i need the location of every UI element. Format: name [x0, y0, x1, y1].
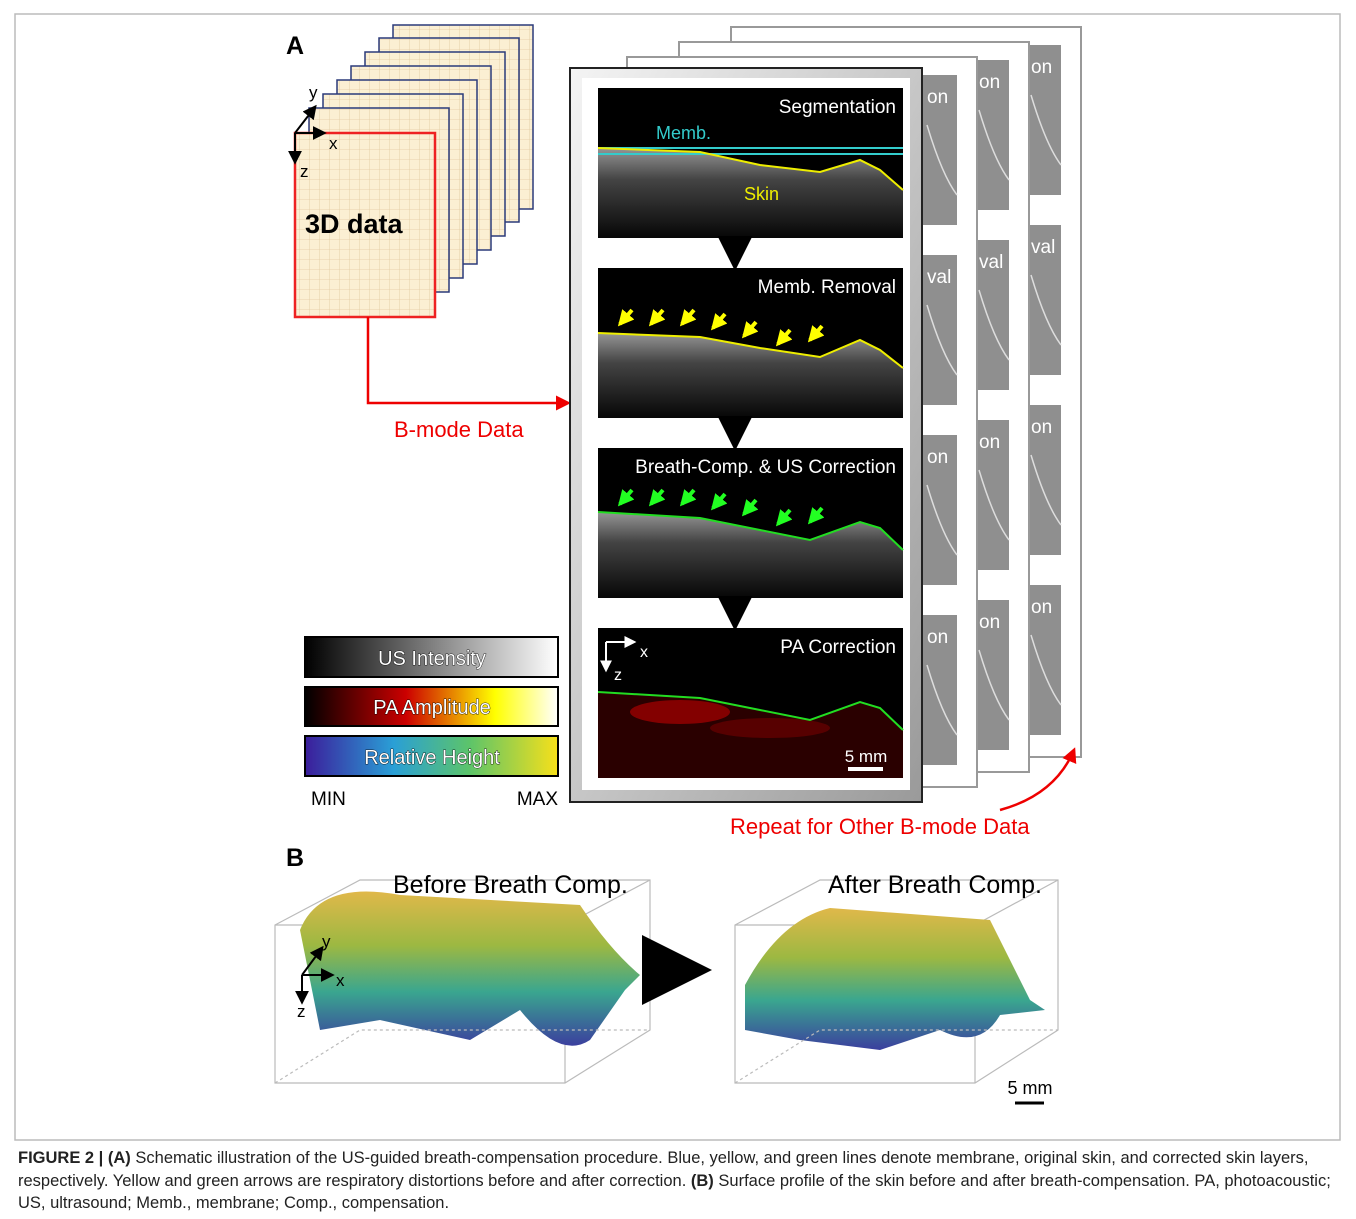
colorbar-label: PA Amplitude: [373, 697, 490, 719]
colorbar: [304, 686, 559, 727]
us-image: [597, 448, 904, 598]
bmode-arrow: [366, 317, 571, 411]
panel-label: B: [286, 844, 304, 872]
axis-label: y: [322, 932, 331, 951]
bmode-label: B-mode Data: [394, 417, 524, 442]
sheet-fragment: val: [1031, 237, 1055, 258]
caption-part: (A): [107, 1149, 131, 1167]
us-image: [597, 88, 904, 238]
sheet-curve: [978, 469, 1010, 541]
axis-label: x: [640, 644, 648, 661]
sheet-curve: [978, 649, 1010, 721]
surface-plot: [274, 879, 651, 1084]
caption-label: FIGURE 2 |: [18, 1149, 104, 1167]
surface-axes: [295, 945, 335, 1005]
step-title: Memb. Removal: [758, 277, 896, 298]
caption-part: (B): [690, 1171, 714, 1190]
axis-label: z: [297, 1002, 306, 1021]
sheet-curve: [926, 664, 958, 736]
sheet-fragment: on: [927, 627, 948, 648]
sheet-curve: [1030, 274, 1062, 346]
plot-title: Before Breath Comp.: [393, 871, 628, 899]
sheet-fragment: on: [979, 432, 1000, 453]
sheet-fragment: on: [1031, 597, 1052, 618]
colorbar-label: Relative Height: [364, 747, 500, 769]
caption-text: Surface profile of the skin before and a…: [18, 1171, 1331, 1213]
repeat-label: Repeat for Other B-mode Data: [730, 814, 1030, 839]
sheet-curve: [978, 289, 1010, 361]
sheet-curve: [1030, 454, 1062, 526]
step-title: Segmentation: [779, 97, 896, 118]
sheet-curve: [1030, 634, 1062, 706]
colorbar-max: MAX: [517, 789, 559, 810]
axis-label: y: [309, 83, 318, 102]
sheet-fragment: on: [1031, 417, 1052, 438]
step-title: PA Correction: [780, 637, 896, 658]
volume-axes: [288, 104, 327, 165]
colorbar-label: US Intensity: [378, 648, 486, 670]
colorbar: [304, 636, 559, 678]
repeat-arrow: [999, 747, 1077, 812]
sheet-fragment: on: [979, 612, 1000, 633]
pa-image: [597, 628, 904, 778]
scale-bar-label: 5 mm: [1008, 1078, 1053, 1098]
sheet-curve: [926, 304, 958, 376]
sheet-fragment: on: [927, 87, 948, 108]
sheet-fragment: on: [1031, 57, 1052, 78]
volume-stack: [293, 24, 534, 319]
sheet-fragment: val: [979, 252, 1003, 273]
axis-label: x: [336, 971, 345, 990]
us-image: [597, 268, 904, 418]
caption: FIGURE 2 | (A) Schematic illustration of…: [18, 1147, 1333, 1215]
step-title: Breath-Comp. & US Correction: [635, 457, 896, 478]
axis-label: z: [614, 667, 622, 684]
sheet-curve: [1030, 94, 1062, 166]
volume-label: 3D data: [305, 209, 404, 239]
figure-frame: [14, 13, 1341, 1141]
skin-label: Skin: [744, 184, 779, 204]
sheet-curve: [926, 484, 958, 556]
caption-text: Schematic illustration of the US-guided …: [18, 1149, 1309, 1190]
plot-title: After Breath Comp.: [828, 871, 1042, 899]
surface-plot: [734, 879, 1059, 1084]
colorbar-min: MIN: [311, 789, 346, 810]
scale-bar-label: 5 mm: [845, 747, 888, 766]
sheet-curve: [926, 124, 958, 196]
membrane-label: Memb.: [656, 123, 711, 143]
axis-label: z: [300, 162, 309, 181]
sheet-curve: [978, 109, 1010, 181]
axis-label: x: [329, 134, 338, 153]
sheet-fragment: on: [979, 72, 1000, 93]
colorbar: [304, 735, 559, 777]
sheet-fragment: on: [927, 447, 948, 468]
panel-label: A: [286, 32, 304, 60]
sheet-fragment: val: [927, 267, 951, 288]
